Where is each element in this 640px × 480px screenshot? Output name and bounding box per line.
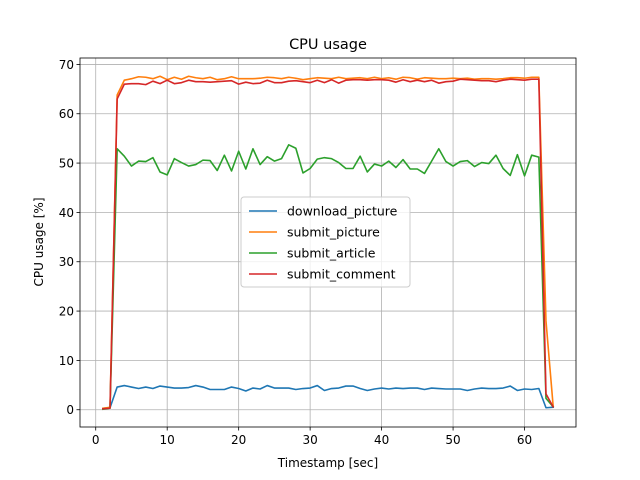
- y-tick-label: 50: [59, 157, 74, 171]
- axis-ticks: 0 10 20 30 40 50 60 0 10 20 30 40 50 60 70: [59, 58, 532, 447]
- y-tick-label: 10: [59, 354, 74, 368]
- y-tick-label: 60: [59, 107, 74, 121]
- legend-label: submit_article: [287, 246, 376, 261]
- y-axis-label: CPU usage [%]: [32, 197, 46, 286]
- x-tick-label: 40: [374, 433, 389, 447]
- legend: download_picture submit_picture submit_art…: [240, 196, 411, 288]
- legend-box: [240, 196, 411, 288]
- y-tick-label: 40: [59, 206, 74, 220]
- series-line-submit-picture: [101, 75, 554, 410]
- x-tick-label: 0: [92, 433, 100, 447]
- x-tick-label: 50: [445, 433, 460, 447]
- chart-title: CPU usage: [289, 37, 367, 53]
- series-line-download-picture: [102, 384, 554, 410]
- legend-label: download_picture: [287, 204, 398, 219]
- plot-frame: [79, 57, 577, 428]
- x-tick-label: 60: [517, 433, 532, 447]
- y-tick-label: 20: [59, 305, 74, 319]
- x-tick-label: 30: [302, 433, 317, 447]
- y-tick-label: 30: [59, 255, 74, 269]
- x-tick-label: 10: [160, 433, 175, 447]
- series-line-submit-article: [101, 144, 555, 411]
- x-tick-label: 20: [231, 433, 246, 447]
- y-tick-label: 0: [66, 403, 74, 417]
- legend-label: submit_picture: [287, 225, 380, 240]
- x-axis-label: Timestamp [sec]: [277, 456, 378, 470]
- series-line-submit-comment: [102, 78, 555, 410]
- series-lines: [101, 75, 555, 411]
- y-tick-label: 70: [59, 58, 74, 72]
- legend-label: submit_comment: [287, 267, 396, 282]
